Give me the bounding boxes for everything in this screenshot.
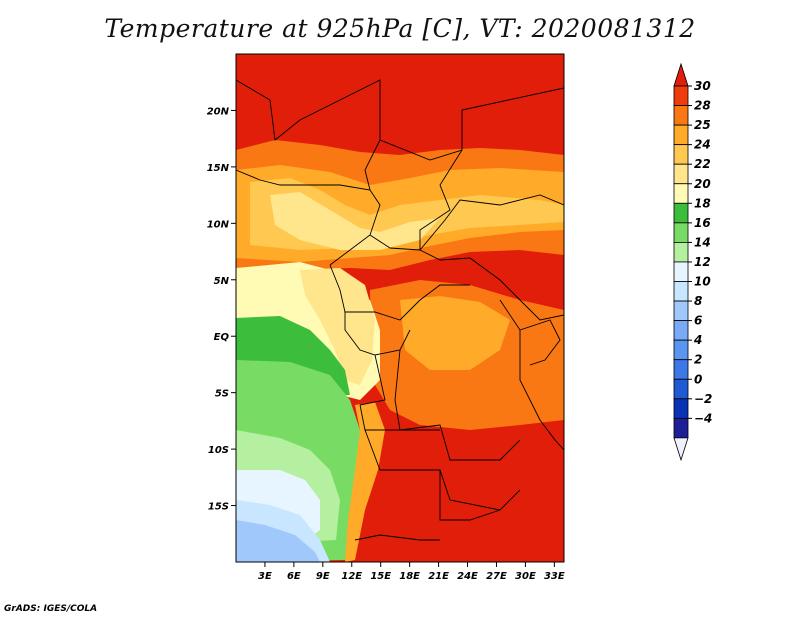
lon-tick-label: 33E	[544, 571, 565, 582]
colorbar-label: 8	[694, 294, 702, 308]
latitude-axis: 20N 15N 10N 5N EQ 5S 10S 15S	[207, 106, 236, 513]
lon-tick-label: 9E	[316, 571, 330, 582]
lat-tick-label: 15N	[207, 163, 230, 174]
lon-tick-label: 6E	[287, 571, 301, 582]
colorbar-label: 6	[694, 314, 702, 328]
field-coast-22	[300, 268, 375, 385]
colorbar-swatch	[673, 163, 689, 185]
lon-tick-label: 3E	[258, 571, 272, 582]
colorbar-label: 10	[694, 275, 711, 289]
colorbar-swatch	[673, 417, 689, 439]
field-congo-mild	[400, 296, 510, 370]
colorbar-swatch	[673, 320, 689, 341]
lon-tick-label: 12E	[341, 571, 362, 582]
colorbar-bottom-triangle	[673, 437, 689, 462]
lat-tick-label: EQ	[214, 332, 230, 343]
map-frame	[235, 53, 565, 563]
colorbar-swatch	[673, 378, 689, 400]
field-angola-coast	[345, 402, 385, 562]
colorbar-swatch	[673, 241, 689, 263]
colorbar-label: 16	[694, 216, 711, 230]
lat-tick-label: 10S	[208, 445, 229, 456]
field-sahel-22	[270, 192, 440, 250]
colorbar-label: 22	[694, 157, 711, 171]
colorbar-label: 24	[694, 138, 711, 152]
colorbar-label: 30	[694, 79, 711, 93]
field-ocean-8	[236, 520, 320, 562]
colorbar-swatch	[673, 124, 689, 146]
country-borders	[236, 79, 564, 541]
colorbar-swatch	[673, 281, 689, 302]
chart-title: Temperature at 925hPa [C], VT: 202008131…	[104, 14, 696, 43]
lat-tick-label: 5S	[215, 389, 229, 400]
colorbar-label: 2	[694, 353, 702, 367]
colorbar-swatch	[673, 398, 689, 419]
colorbar-label: 14	[694, 235, 711, 249]
colorbar-swatch	[673, 105, 689, 126]
lon-tick-label: 24E	[457, 571, 478, 582]
colorbar-label: −2	[694, 392, 712, 406]
longitude-axis: 3E 6E 9E 12E 15E 18E 21E 24E 27E 30E 33E	[258, 562, 565, 582]
lon-tick-label: 18E	[399, 571, 420, 582]
colorbar-swatch	[673, 300, 689, 321]
colorbar-label: 0	[694, 372, 702, 386]
colorbar-swatch	[673, 261, 689, 282]
lon-tick-label: 30E	[515, 571, 536, 582]
lat-tick-label: 15S	[208, 502, 229, 513]
colorbar-top-triangle	[673, 62, 689, 87]
lat-tick-label: 10N	[207, 219, 230, 230]
colorbar-label: 18	[694, 196, 711, 210]
colorbar-swatch	[673, 183, 689, 204]
colorbar-swatch	[673, 359, 689, 380]
colorbar-swatch	[673, 339, 689, 361]
colorbar-label: 4	[693, 333, 702, 347]
lon-tick-label: 15E	[370, 571, 391, 582]
colorbar-swatch	[673, 202, 689, 224]
lon-tick-label: 27E	[486, 571, 507, 582]
lat-tick-label: 5N	[214, 276, 230, 287]
colorbar-swatch	[673, 85, 689, 106]
colorbar-swatch	[673, 144, 689, 165]
colorbar-label: 25	[694, 118, 711, 132]
temperature-field	[236, 54, 564, 562]
credit-text: GrADS: IGES/COLA	[4, 604, 98, 614]
colorbar-label: 12	[694, 255, 711, 269]
lon-tick-label: 21E	[428, 571, 449, 582]
colorbar-label: −4	[694, 411, 712, 425]
colorbar-swatch	[673, 222, 689, 243]
colorbar-label: 20	[694, 177, 711, 191]
colorbar-label: 28	[694, 99, 711, 113]
lat-tick-label: 20N	[207, 106, 230, 117]
